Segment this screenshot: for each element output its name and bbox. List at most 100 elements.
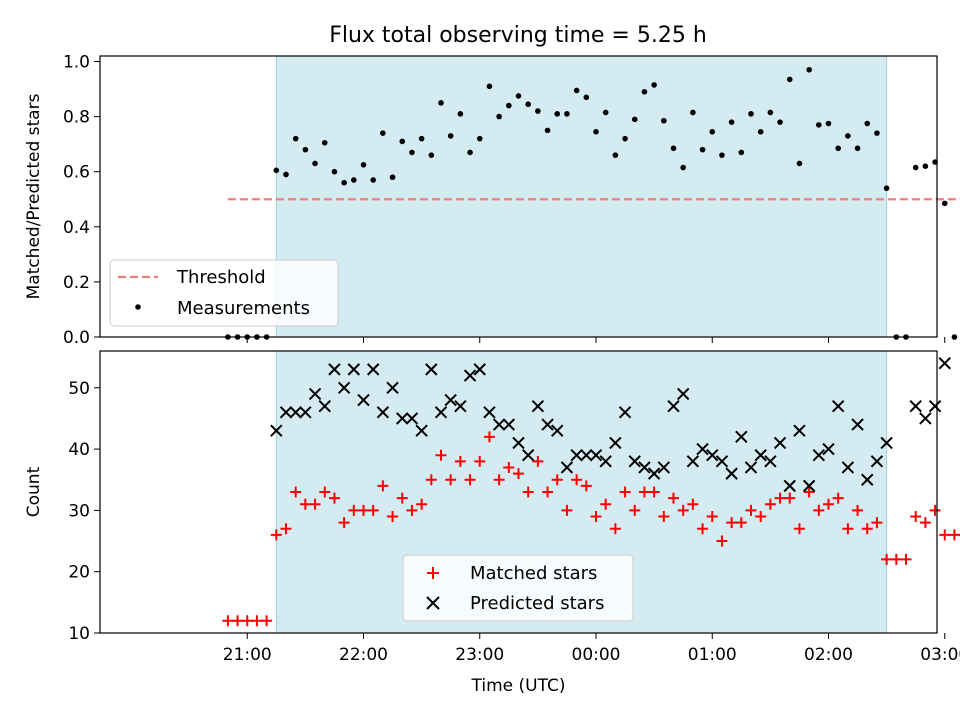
legend-bottom: Matched stars Predicted stars [402,554,634,622]
observing-window-band [275,55,888,338]
matched-star-marker [377,480,389,492]
x-tick-label: 23:00 [455,645,504,665]
matched-star-marker [929,504,941,516]
matched-star-marker [338,517,350,529]
measurement-point [506,102,512,109]
x-tick-label: 21:00 [223,645,272,665]
measurement-point [380,130,386,136]
predicted-star-marker [744,461,758,474]
predicted-star-marker [415,424,428,437]
predicted-star-marker [299,406,312,419]
measurement-point [457,111,464,117]
predicted-star-marker [270,424,283,437]
measurement-point [389,174,396,181]
top-panel: 0.0 0.2 0.4 0.6 0.8 1.0 Matched/Predicted star… [24,53,960,348]
matched-star-marker [638,486,650,498]
legend-measurement-swatch [135,304,141,310]
matched-star-marker [222,615,234,627]
measurement-point [641,89,648,95]
measurement-point [341,179,347,186]
measurement-point [535,108,541,114]
matched-star-marker [881,553,893,565]
predicted-star-marker [434,406,448,419]
measurement-point [854,145,861,152]
predicted-star-marker [531,399,545,413]
y-tick-label: 0.0 [63,328,90,348]
predicted-star-marker [357,393,370,407]
matched-star-marker [435,449,447,461]
predicted-star-marker [919,412,932,425]
measurement-point [273,167,280,174]
legend-box [402,554,634,622]
measurement-point [757,128,764,135]
matched-star-marker [735,517,747,529]
matched-star-marker [900,553,912,565]
measurement-point [796,160,803,167]
measurement-point [941,200,948,207]
matched-star-marker [590,511,602,523]
measurement-point [583,94,590,101]
matched-star-marker [842,523,854,535]
measurement-point [612,152,619,158]
predicted-star-marker [405,412,419,425]
measurement-point [467,149,473,156]
matched-star-marker [561,504,573,516]
matched-star-marker [445,474,457,486]
predicted-star-marker [909,399,922,413]
matched-star-marker [784,492,796,504]
legend-matched-label: Matched stars [470,563,597,584]
measurement-point [438,100,444,106]
y-tick-label: 0.6 [63,163,90,183]
matched-star-marker [232,615,244,627]
measurement-point [351,177,357,183]
measurement-point [302,146,309,153]
predicted-star-marker [444,393,457,407]
predicted-star-marker [822,442,835,456]
x-tick-label: 00:00 [572,645,621,665]
predicted-star-marker [851,418,864,431]
predicted-star-marker [647,467,661,480]
x-tick-label: 01:00 [688,645,737,665]
measurement-point [738,149,745,156]
predicted-star-marker [715,455,729,468]
predicted-star-marker [599,455,612,468]
predicted-star-marker [425,363,438,376]
matched-star-marker [425,474,437,486]
matched-star-marker [939,529,951,541]
y-tick-label: 20 [68,563,90,583]
matched-star-marker [871,517,883,529]
predicted-star-marker [473,363,486,376]
measurement-point [370,177,376,183]
measurement-point [922,163,929,169]
measurement-point [486,83,493,90]
measurement-point [292,135,299,142]
axes-frame [99,55,938,338]
matched-star-marker [745,504,757,516]
matched-star-marker [619,486,631,498]
matched-star-marker [910,511,922,523]
matched-star-marker [571,474,583,486]
measurement-point [399,138,406,145]
measurement-point [525,101,531,108]
predicted-star-marker [463,369,477,382]
predicted-star-marker [735,430,748,444]
measurement-point [428,152,435,158]
measurement-point [661,117,667,124]
predicted-star-marker [764,455,777,468]
matched-star-marker [358,504,369,516]
predicted-star-marker [676,387,690,401]
predicted-star-marker [706,449,719,462]
predicted-star-marker [754,449,767,462]
x-tick-label: 03:00 [920,645,960,665]
y-tick-label: 0.8 [63,108,90,128]
predicted-star-marker [638,461,651,474]
legend-top: Threshold Measurements [109,259,339,327]
bottom-panel: 10 20 30 40 50 21:00 22:00 23:00 00:00 01:00 02:00… [24,350,960,696]
predicted-star-marker [667,399,680,413]
matched-star-marker [580,480,592,492]
matched-star-marker [764,498,776,510]
measurement-point [719,152,725,158]
legend-box [109,259,339,327]
predicted-star-marker [783,479,796,493]
